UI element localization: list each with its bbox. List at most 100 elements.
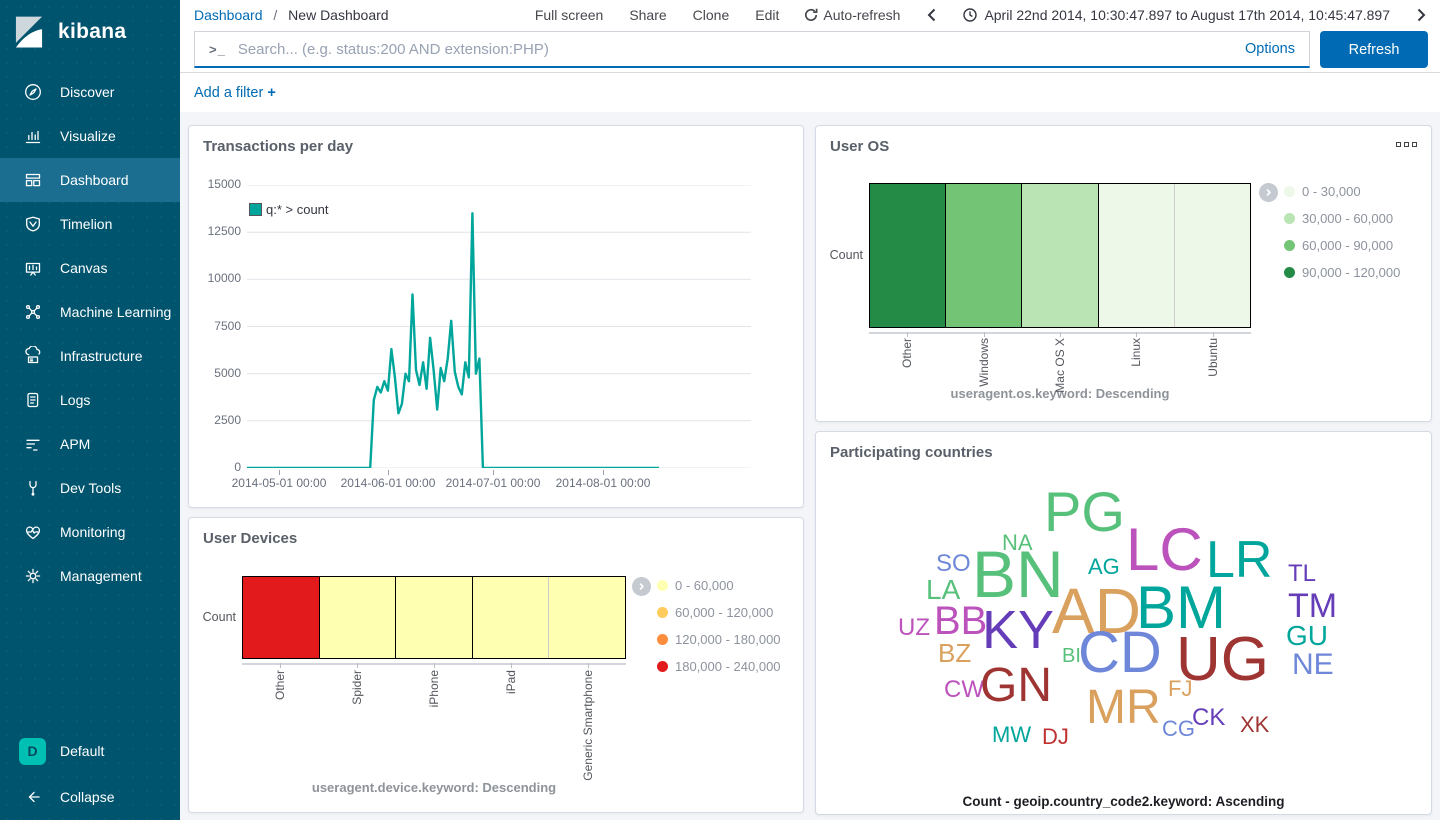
kibana-logo-icon — [15, 16, 43, 48]
heatmap-cell-ipad[interactable] — [471, 577, 549, 658]
sidebar: kibana Discover Visualize Dashboard Time… — [0, 0, 180, 820]
heatmap-cell-windows[interactable] — [945, 184, 1022, 327]
country-tag-DJ[interactable]: DJ — [1042, 724, 1069, 749]
x-axis-tick — [388, 470, 389, 475]
country-tag-UZ[interactable]: UZ — [898, 614, 930, 641]
sidebar-item-infrastructure[interactable]: Infrastructure — [0, 334, 180, 378]
sidebar-item-machine-learning[interactable]: Machine Learning — [0, 290, 180, 334]
canvas-icon — [23, 258, 43, 278]
heatmap-cell-other[interactable] — [243, 577, 319, 658]
country-tag-LR[interactable]: LR — [1206, 531, 1273, 589]
country-tag-BI[interactable]: BI — [1062, 645, 1081, 667]
sidebar-item-monitoring[interactable]: Monitoring — [0, 510, 180, 554]
legend-item[interactable]: 60,000 - 90,000 — [1284, 238, 1400, 253]
country-tag-LA[interactable]: LA — [926, 574, 961, 605]
sidebar-item-dashboard[interactable]: Dashboard — [0, 158, 180, 202]
sidebar-item-space-default[interactable]: D Default — [0, 728, 180, 774]
legend-toggle-button[interactable] — [1259, 183, 1278, 202]
sidebar-item-discover[interactable]: Discover — [0, 70, 180, 114]
country-tag-UG[interactable]: UG — [1176, 625, 1269, 694]
options-link[interactable]: Options — [1245, 41, 1295, 57]
legend-label: q:* > count — [266, 202, 329, 217]
time-range-picker[interactable]: April 22nd 2014, 10:30:47.897 to August … — [963, 7, 1390, 23]
category-tick — [434, 663, 435, 668]
management-icon — [23, 566, 43, 586]
sidebar-item-logs[interactable]: Logs — [0, 378, 180, 422]
line-legend-item[interactable]: q:* > count — [249, 202, 329, 217]
legend-item[interactable]: 90,000 - 120,000 — [1284, 265, 1400, 280]
country-tag-CD[interactable]: CD — [1078, 620, 1162, 685]
x-axis-tick — [603, 470, 604, 475]
topnav-edit-button[interactable]: Edit — [755, 7, 780, 23]
legend-item[interactable]: 30,000 - 60,000 — [1284, 211, 1400, 226]
heatmap-cell-linux[interactable] — [1097, 184, 1174, 327]
breadcrumb-dashboard-link[interactable]: Dashboard — [194, 7, 263, 23]
sidebar-item-label: Canvas — [60, 260, 108, 276]
sidebar-item-dev-tools[interactable]: Dev Tools — [0, 466, 180, 510]
sidebar-item-management[interactable]: Management — [0, 554, 180, 598]
country-tag-TM[interactable]: TM — [1288, 587, 1338, 625]
country-tag-CW[interactable]: CW — [944, 676, 984, 703]
sidebar-item-label: Infrastructure — [60, 348, 143, 364]
sidebar-item-canvas[interactable]: Canvas — [0, 246, 180, 290]
country-tag-TL[interactable]: TL — [1288, 560, 1317, 587]
country-tag-CK[interactable]: CK — [1192, 704, 1226, 731]
line-chart-svg[interactable] — [247, 185, 751, 468]
heatmap-cell-generic-smartphone[interactable] — [548, 577, 625, 658]
country-tag-FJ[interactable]: FJ — [1168, 676, 1193, 701]
country-tag-XK[interactable]: XK — [1240, 712, 1270, 737]
sidebar-item-collapse[interactable]: Collapse — [0, 774, 180, 820]
country-tag-SO[interactable]: SO — [936, 550, 971, 577]
topnav-full-screen-button[interactable]: Full screen — [534, 7, 604, 23]
country-tag-GN[interactable]: GN — [980, 659, 1052, 712]
sidebar-item-timelion[interactable]: Timelion — [0, 202, 180, 246]
panel-options-icon[interactable] — [1396, 142, 1417, 147]
legend-item[interactable]: 0 - 30,000 — [1284, 184, 1400, 199]
country-tag-BB[interactable]: BB — [934, 599, 988, 643]
search-input[interactable] — [237, 40, 1234, 58]
y-axis-label: Count — [829, 248, 863, 262]
country-tag-BN[interactable]: BN — [972, 537, 1064, 611]
main-area: Dashboard / New Dashboard Full screen Sha… — [180, 0, 1440, 820]
sidebar-item-apm[interactable]: APM — [0, 422, 180, 466]
country-tag-LC[interactable]: LC — [1126, 516, 1203, 583]
legend-item[interactable]: 60,000 - 120,000 — [657, 605, 781, 620]
country-tag-AD[interactable]: AD — [1052, 575, 1141, 647]
heatmap-cell-other[interactable] — [870, 184, 946, 327]
country-tag-CG[interactable]: CG — [1162, 716, 1195, 741]
topnav-clone-button[interactable]: Clone — [692, 7, 730, 23]
country-tag-GU[interactable]: GU — [1286, 620, 1328, 651]
legend-toggle-button[interactable] — [632, 577, 651, 596]
topnav-share-button[interactable]: Share — [629, 7, 667, 23]
country-tag-PG[interactable]: PG — [1044, 480, 1125, 543]
panel-participating-countries: Participating countries SO NA PG AG LC LR TL LA… — [815, 431, 1432, 815]
country-tag-KY[interactable]: KY — [982, 600, 1055, 660]
legend-item[interactable]: 120,000 - 180,000 — [657, 632, 781, 647]
country-tag-BZ[interactable]: BZ — [938, 638, 972, 668]
time-back-button[interactable] — [925, 6, 938, 24]
country-tag-BM[interactable]: BM — [1136, 574, 1226, 641]
legend-item[interactable]: 0 - 60,000 — [657, 578, 781, 593]
heatmap-cell-spider[interactable] — [318, 577, 396, 658]
auto-refresh-button[interactable]: Auto-refresh — [804, 7, 900, 23]
filter-bar: Add a filter + — [180, 73, 1440, 113]
x-axis-title: useragent.os.keyword: Descending — [950, 386, 1170, 401]
collapse-icon — [23, 787, 43, 807]
time-forward-button[interactable] — [1415, 6, 1428, 24]
heatmap-cell-iphone[interactable] — [395, 577, 472, 658]
refresh-button[interactable]: Refresh — [1320, 31, 1428, 68]
kibana-logo[interactable]: kibana — [0, 0, 180, 62]
add-filter-button[interactable]: Add a filter + — [194, 85, 276, 101]
search-box: >_ Options — [194, 31, 1310, 68]
sidebar-item-visualize[interactable]: Visualize — [0, 114, 180, 158]
country-tag-AG[interactable]: AG — [1088, 554, 1120, 579]
heatmap-cell-ubuntu[interactable] — [1173, 184, 1251, 327]
country-tag-MW[interactable]: MW — [992, 722, 1032, 747]
legend-range-label: 60,000 - 120,000 — [675, 605, 774, 620]
heatmap-cell-mac-os-x[interactable] — [1021, 184, 1098, 327]
legend-item[interactable]: 180,000 - 240,000 — [657, 659, 781, 674]
panel-title: Participating countries — [830, 444, 993, 461]
country-tag-MR[interactable]: MR — [1086, 681, 1161, 734]
country-tag-NA[interactable]: NA — [1002, 530, 1033, 555]
country-tag-NE[interactable]: NE — [1292, 648, 1334, 681]
